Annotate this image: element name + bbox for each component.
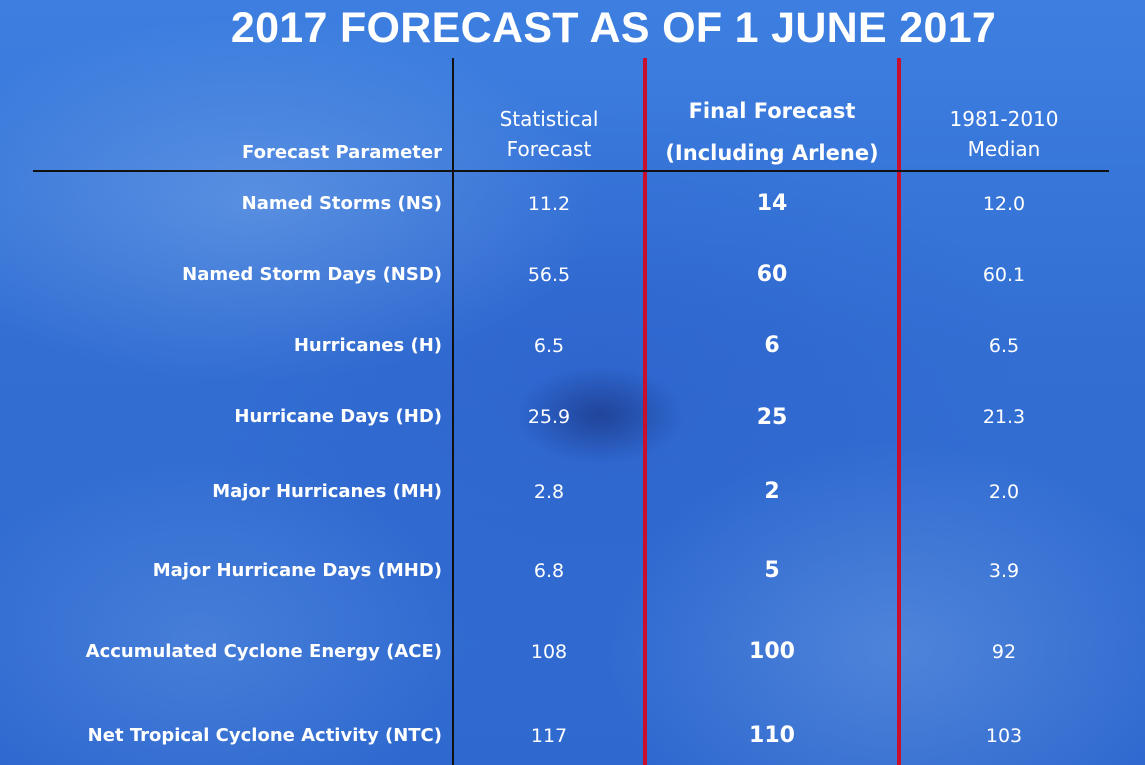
row-mh-final: 2 — [764, 479, 780, 504]
row-ns-parameter: Named Storms (NS) — [241, 193, 442, 214]
row-ace-parameter: Accumulated Cyclone Energy (ACE) — [85, 641, 442, 662]
row-nsd-median: 60.1 — [982, 264, 1026, 286]
header-median-line2: Median — [967, 137, 1041, 161]
slide-title: 2017 FORECAST AS OF 1 JUNE 2017 — [230, 4, 997, 52]
row-mh-parameter: Major Hurricanes (MH) — [212, 481, 442, 502]
header-divider — [33, 170, 1109, 172]
header-median: 1981-2010 Median — [949, 104, 1058, 164]
row-ntc-median: 103 — [985, 725, 1023, 747]
row-nsd-statistical: 56.5 — [527, 264, 571, 286]
row-mh-median: 2.0 — [988, 481, 1020, 503]
row-h-final: 6 — [764, 333, 780, 358]
header-statistical-forecast: Statistical Forecast — [500, 104, 599, 164]
row-mhd-median: 3.9 — [988, 560, 1020, 582]
header-median-line1: 1981-2010 — [949, 107, 1059, 131]
row-ntc-statistical: 117 — [530, 725, 568, 747]
header-final-line1: Final Forecast — [688, 99, 856, 123]
row-ns-statistical: 11.2 — [527, 193, 571, 215]
row-mhd-statistical: 6.8 — [533, 560, 565, 582]
row-ace-median: 92 — [991, 641, 1017, 663]
row-mhd-parameter: Major Hurricane Days (MHD) — [152, 560, 442, 581]
row-nsd-parameter: Named Storm Days (NSD) — [182, 264, 442, 285]
final-forecast-left-border — [643, 58, 647, 765]
row-hd-median: 21.3 — [982, 406, 1026, 428]
header-final-forecast: Final Forecast (Including Arlene) — [665, 90, 878, 174]
header-statistical-line1: Statistical — [499, 107, 599, 131]
row-hd-statistical: 25.9 — [527, 406, 571, 428]
row-mh-statistical: 2.8 — [533, 481, 565, 503]
row-ntc-final: 110 — [749, 723, 795, 748]
row-hd-parameter: Hurricane Days (HD) — [234, 406, 442, 427]
row-hd-final: 25 — [756, 405, 788, 430]
row-h-median: 6.5 — [988, 335, 1020, 357]
row-ace-statistical: 108 — [530, 641, 568, 663]
row-ns-median: 12.0 — [982, 193, 1026, 215]
parameter-column-divider — [452, 58, 454, 765]
row-nsd-final: 60 — [756, 262, 788, 287]
header-parameter-label: Forecast Parameter — [242, 142, 442, 163]
header-statistical-line2: Forecast — [506, 137, 592, 161]
row-ntc-parameter: Net Tropical Cyclone Activity (NTC) — [87, 725, 442, 746]
header-forecast-parameter: Forecast Parameter — [242, 138, 442, 168]
row-h-statistical: 6.5 — [533, 335, 565, 357]
header-final-line2: (Including Arlene) — [665, 141, 879, 165]
row-ns-final: 14 — [756, 191, 788, 216]
final-forecast-right-border — [897, 58, 901, 765]
row-mhd-final: 5 — [764, 558, 780, 583]
row-h-parameter: Hurricanes (H) — [293, 335, 442, 356]
row-ace-final: 100 — [749, 639, 795, 664]
